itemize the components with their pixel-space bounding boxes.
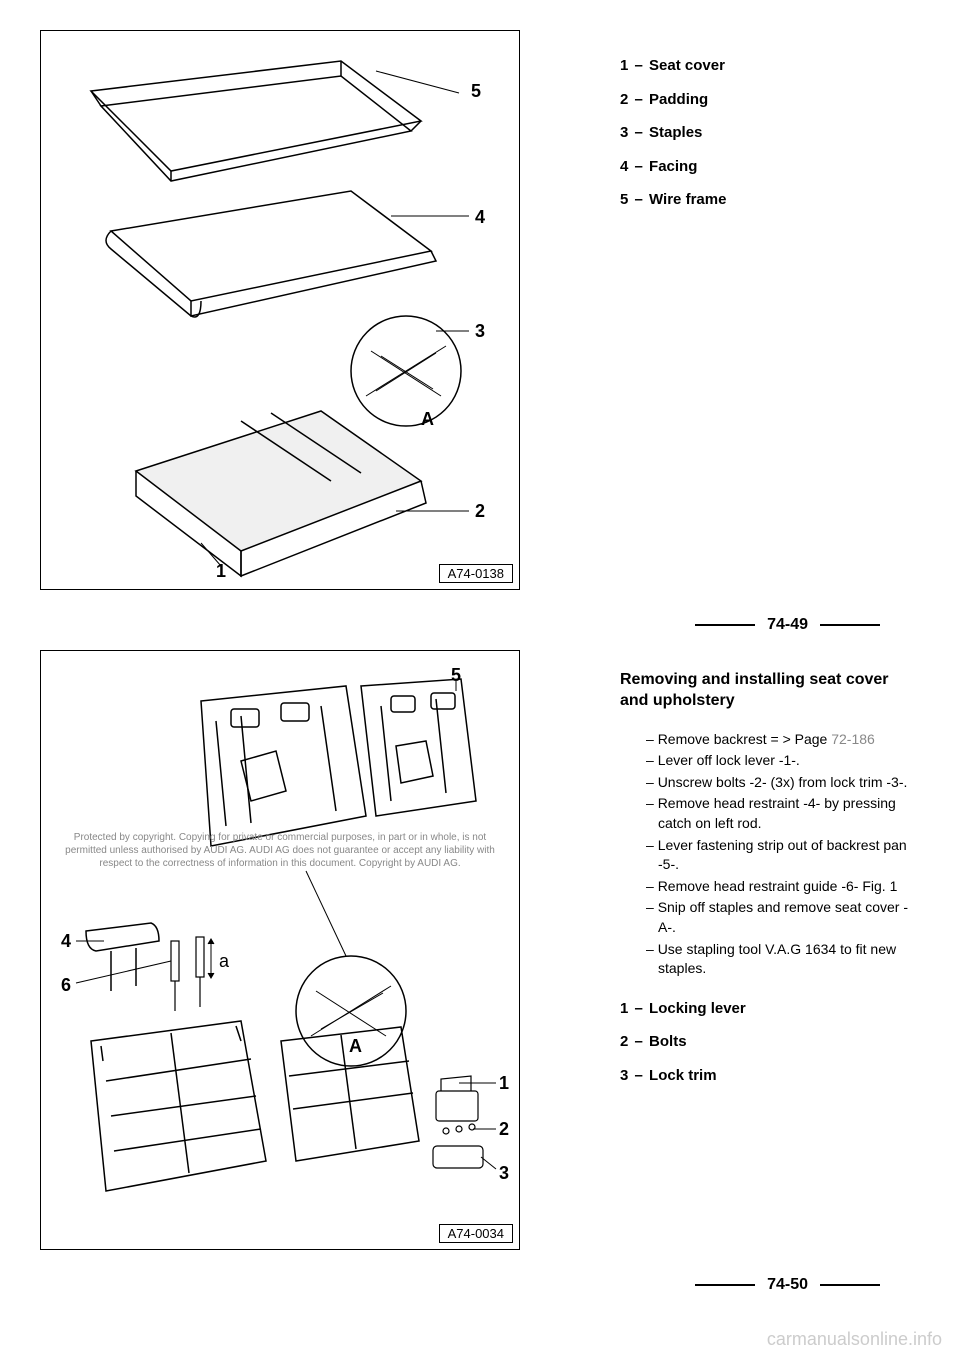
part-num: 3 [620,124,628,141]
section-figure-1: 5 4 3 A 2 1 A74-0138 1 – Seat cover 2 – … [40,30,920,590]
instruction-2: Lever off lock lever -1-. [646,751,920,771]
part-2: 2 – Bolts [620,1032,920,1052]
page-number-2: 74-50 [767,1276,808,1294]
instruction-1: Remove backrest = > Page 72-186 [646,730,920,750]
callout-A: A [349,1036,362,1057]
instruction-4: Remove head restraint -4- by pressing ca… [646,794,920,833]
page-number-1: 74-49 [767,616,808,634]
callout-3: 3 [475,321,485,342]
part-label: Locking lever [649,1000,746,1017]
instruction-text: Lever fastening strip out of backrest pa… [658,837,907,873]
callout-4: 4 [61,931,71,952]
part-num: 2 [620,91,628,108]
part-4: 4 – Facing [620,157,920,177]
separator: – [635,191,643,208]
part-5: 5 – Wire frame [620,190,920,210]
callout-3: 3 [499,1163,509,1184]
figure-1-diagram: 5 4 3 A 2 1 A74-0138 [40,30,520,590]
callout-5: 5 [451,665,461,686]
page-container: 5 4 3 A 2 1 A74-0138 1 – Seat cover 2 – … [0,0,960,1340]
callout-5: 5 [471,81,481,102]
separator: – [635,57,643,74]
page-number-row-2: 74-50 [40,1276,880,1294]
callout-2: 2 [475,501,485,522]
separator: – [635,1033,643,1050]
instruction-8: Use stapling tool V.A.G 1634 to fit new … [646,940,920,979]
callout-1: 1 [499,1073,509,1094]
figure-1-svg [41,31,519,589]
part-num: 5 [620,191,628,208]
cross-ref: 72-186 [831,731,875,747]
figure-2-id: A74-0034 [439,1224,513,1243]
figure-2-left-column: Protected by copyright. Copying for priv… [40,650,570,1250]
instruction-text: Snip off staples and remove seat cover -… [658,899,908,935]
figure-2-diagram: Protected by copyright. Copying for priv… [40,650,520,1250]
part-label: Staples [649,124,702,141]
instruction-7: Snip off staples and remove seat cover -… [646,898,920,937]
callout-a: a [219,951,229,972]
instruction-text: Remove backrest = > Page [658,731,828,747]
part-num: 4 [620,158,628,175]
page-line [695,1284,755,1286]
instruction-3: Unscrew bolts -2- (3x) from lock trim -3… [646,773,920,793]
instruction-text: Lever off lock lever -1-. [658,752,800,768]
part-label: Bolts [649,1033,687,1050]
part-num: 3 [620,1067,628,1084]
page-line [695,624,755,626]
part-3: 3 – Lock trim [620,1066,920,1086]
part-label: Seat cover [649,57,725,74]
page-number-row-1: 74-49 [40,616,880,634]
part-num: 1 [620,1000,628,1017]
separator: – [635,1000,643,1017]
part-2: 2 – Padding [620,90,920,110]
section-2-title: Removing and installing seat cover and u… [620,670,920,712]
separator: – [635,1067,643,1084]
figure-2-svg [41,651,519,1249]
instruction-list: Remove backrest = > Page 72-186 Lever of… [620,730,920,979]
part-label: Facing [649,158,697,175]
part-1: 1 – Seat cover [620,56,920,76]
instruction-5: Lever fastening strip out of backrest pa… [646,836,920,875]
figure-2-parts-list: 1 – Locking lever 2 – Bolts 3 – Lock tri… [620,999,920,1086]
copyright-text: Protected by copyright. Copying for priv… [61,831,499,870]
figure-1-left-column: 5 4 3 A 2 1 A74-0138 [40,30,570,590]
part-num: 1 [620,57,628,74]
part-label: Lock trim [649,1067,717,1084]
figure-1-id: A74-0138 [439,564,513,583]
section-figure-2: Protected by copyright. Copying for priv… [40,650,920,1250]
callout-2: 2 [499,1119,509,1140]
callout-4: 4 [475,207,485,228]
callout-1: 1 [216,561,226,582]
instruction-6: Remove head restraint guide -6- Fig. 1 [646,877,920,897]
separator: – [635,91,643,108]
figure-2-text-column: Removing and installing seat cover and u… [570,650,920,1250]
separator: – [635,158,643,175]
figure-1-parts-list: 1 – Seat cover 2 – Padding 3 – Staples 4… [570,30,920,590]
part-3: 3 – Staples [620,123,920,143]
page-line [820,1284,880,1286]
instruction-text: Remove head restraint guide -6- Fig. 1 [658,878,898,894]
callout-6: 6 [61,975,71,996]
page-line [820,624,880,626]
instruction-text: Remove head restraint -4- by pressing ca… [658,795,896,831]
watermark: carmanualsonline.info [767,1329,942,1350]
part-1: 1 – Locking lever [620,999,920,1019]
part-label: Padding [649,91,708,108]
part-num: 2 [620,1033,628,1050]
callout-A: A [421,409,434,430]
instruction-text: Unscrew bolts -2- (3x) from lock trim -3… [658,774,908,790]
instruction-text: Use stapling tool V.A.G 1634 to fit new … [658,941,896,977]
separator: – [635,124,643,141]
part-label: Wire frame [649,191,726,208]
